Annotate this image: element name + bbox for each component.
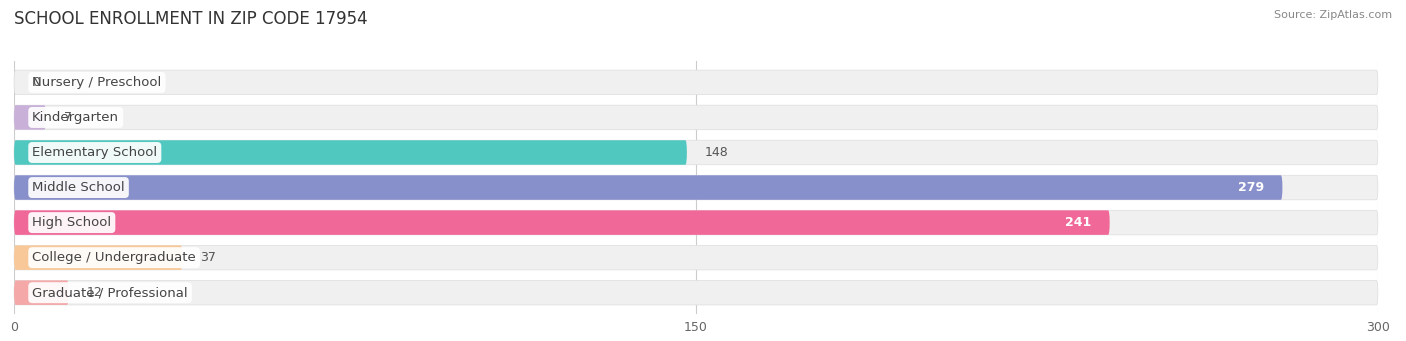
FancyBboxPatch shape: [14, 105, 46, 130]
FancyBboxPatch shape: [14, 246, 183, 270]
Text: 148: 148: [704, 146, 728, 159]
Text: SCHOOL ENROLLMENT IN ZIP CODE 17954: SCHOOL ENROLLMENT IN ZIP CODE 17954: [14, 10, 368, 28]
FancyBboxPatch shape: [14, 140, 688, 165]
FancyBboxPatch shape: [14, 280, 69, 305]
Text: Middle School: Middle School: [32, 181, 125, 194]
FancyBboxPatch shape: [14, 175, 1282, 200]
Text: High School: High School: [32, 216, 111, 229]
FancyBboxPatch shape: [14, 175, 1378, 200]
Text: 241: 241: [1066, 216, 1091, 229]
FancyBboxPatch shape: [14, 70, 1378, 95]
FancyBboxPatch shape: [14, 140, 1378, 165]
FancyBboxPatch shape: [14, 210, 1109, 235]
Text: Elementary School: Elementary School: [32, 146, 157, 159]
Text: Graduate / Professional: Graduate / Professional: [32, 286, 188, 299]
Text: College / Undergraduate: College / Undergraduate: [32, 251, 195, 264]
FancyBboxPatch shape: [14, 280, 1378, 305]
Text: 0: 0: [32, 76, 41, 89]
Text: 279: 279: [1239, 181, 1264, 194]
Text: 37: 37: [201, 251, 217, 264]
Text: 7: 7: [65, 111, 72, 124]
Text: Nursery / Preschool: Nursery / Preschool: [32, 76, 162, 89]
Text: Source: ZipAtlas.com: Source: ZipAtlas.com: [1274, 10, 1392, 20]
Text: 12: 12: [87, 286, 103, 299]
Text: Kindergarten: Kindergarten: [32, 111, 120, 124]
FancyBboxPatch shape: [14, 210, 1378, 235]
FancyBboxPatch shape: [14, 246, 1378, 270]
FancyBboxPatch shape: [14, 105, 1378, 130]
